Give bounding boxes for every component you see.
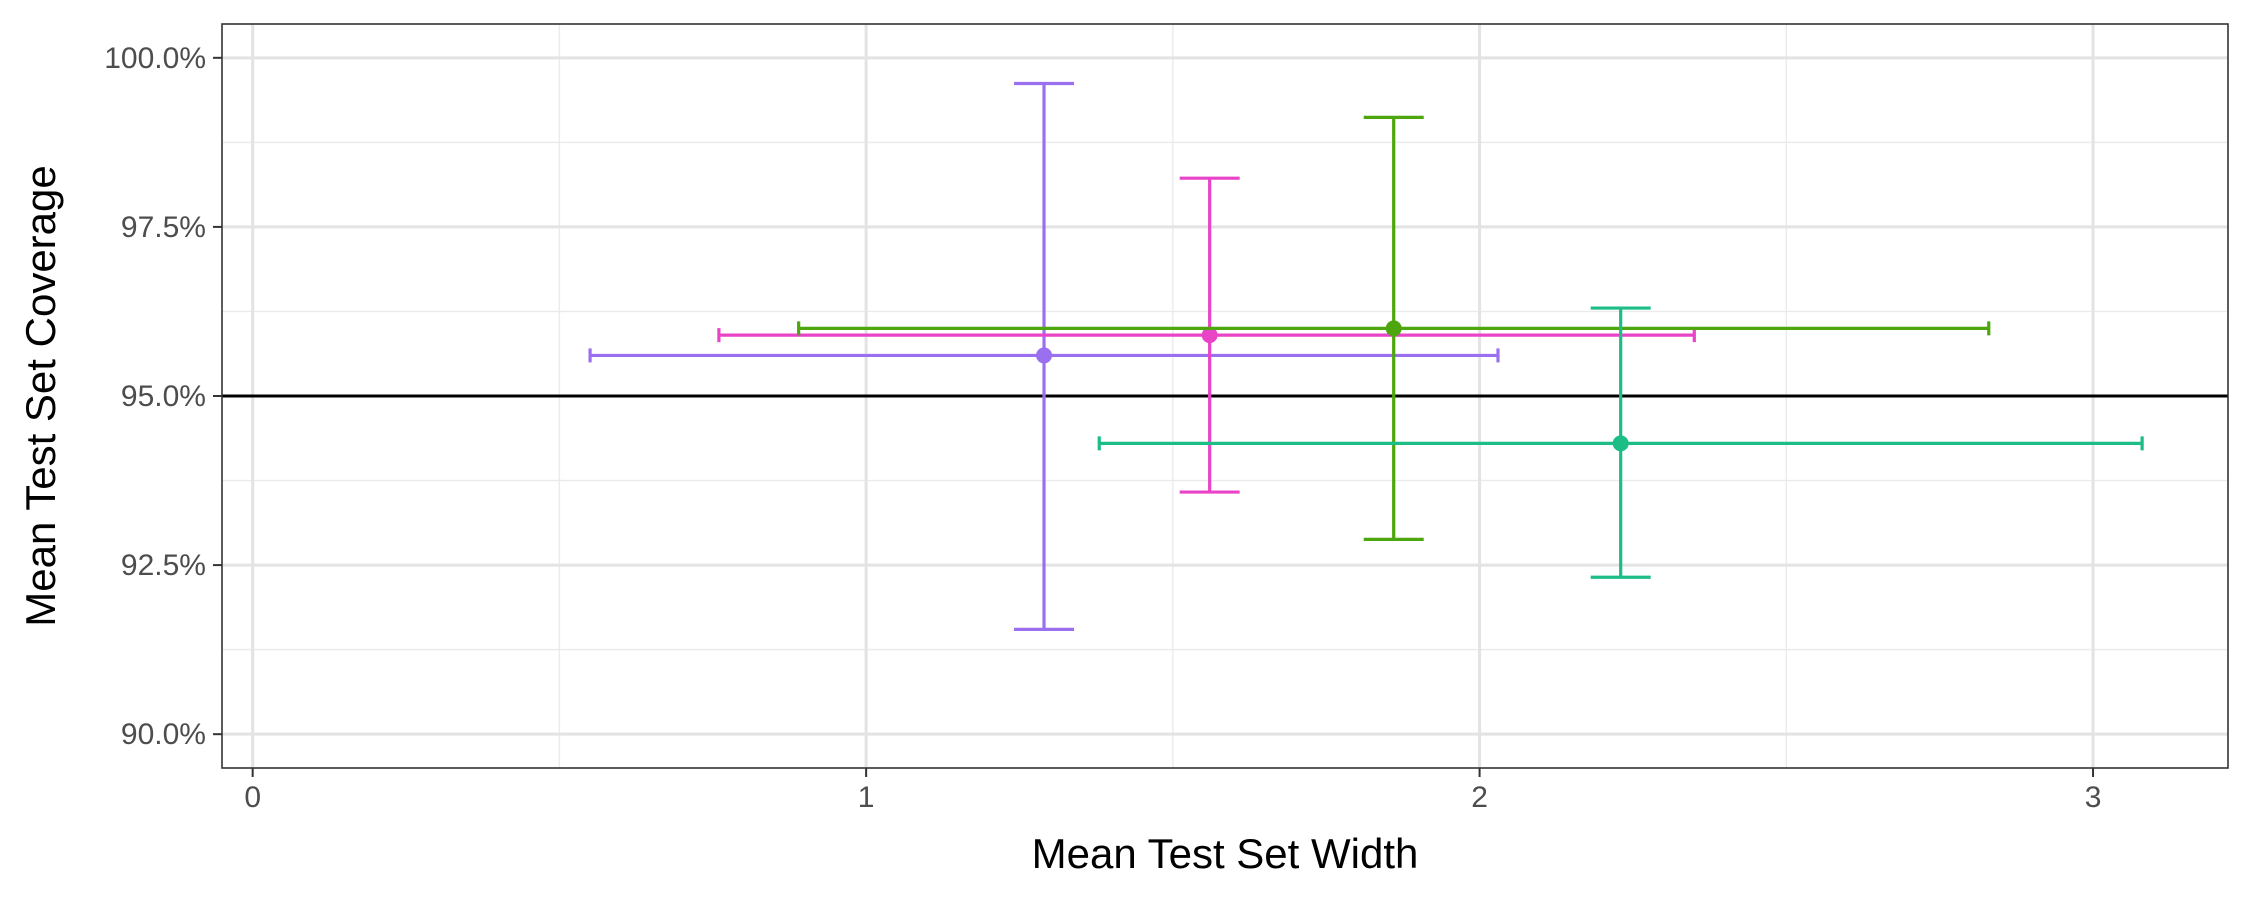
axis-ticks: 0 1 2 3 90.0% 92.5% 95.0% 97.5% 100.0% (104, 42, 2101, 814)
data-point (1612, 435, 1629, 452)
x-tick-label: 3 (2085, 781, 2102, 814)
data-points (588, 81, 2144, 631)
data-point-group (717, 176, 1696, 494)
data-point-group (1097, 306, 2144, 579)
y-tick-label: 92.5% (121, 549, 206, 582)
y-tick-label: 95.0% (121, 380, 206, 413)
x-tick-label: 2 (1471, 781, 1488, 814)
x-axis-title: Mean Test Set Width (1032, 830, 1419, 877)
y-tick-label: 90.0% (121, 718, 206, 751)
data-point (1385, 320, 1402, 337)
x-tick-label: 0 (244, 781, 261, 814)
data-point-group (797, 115, 1991, 541)
data-point (1036, 347, 1053, 364)
data-point (1201, 327, 1218, 344)
data-point-group (588, 81, 1500, 631)
x-tick-label: 1 (858, 781, 875, 814)
y-tick-label: 100.0% (104, 42, 206, 75)
y-tick-label: 97.5% (121, 211, 206, 244)
y-axis-title: Mean Test Set Coverage (17, 165, 64, 627)
